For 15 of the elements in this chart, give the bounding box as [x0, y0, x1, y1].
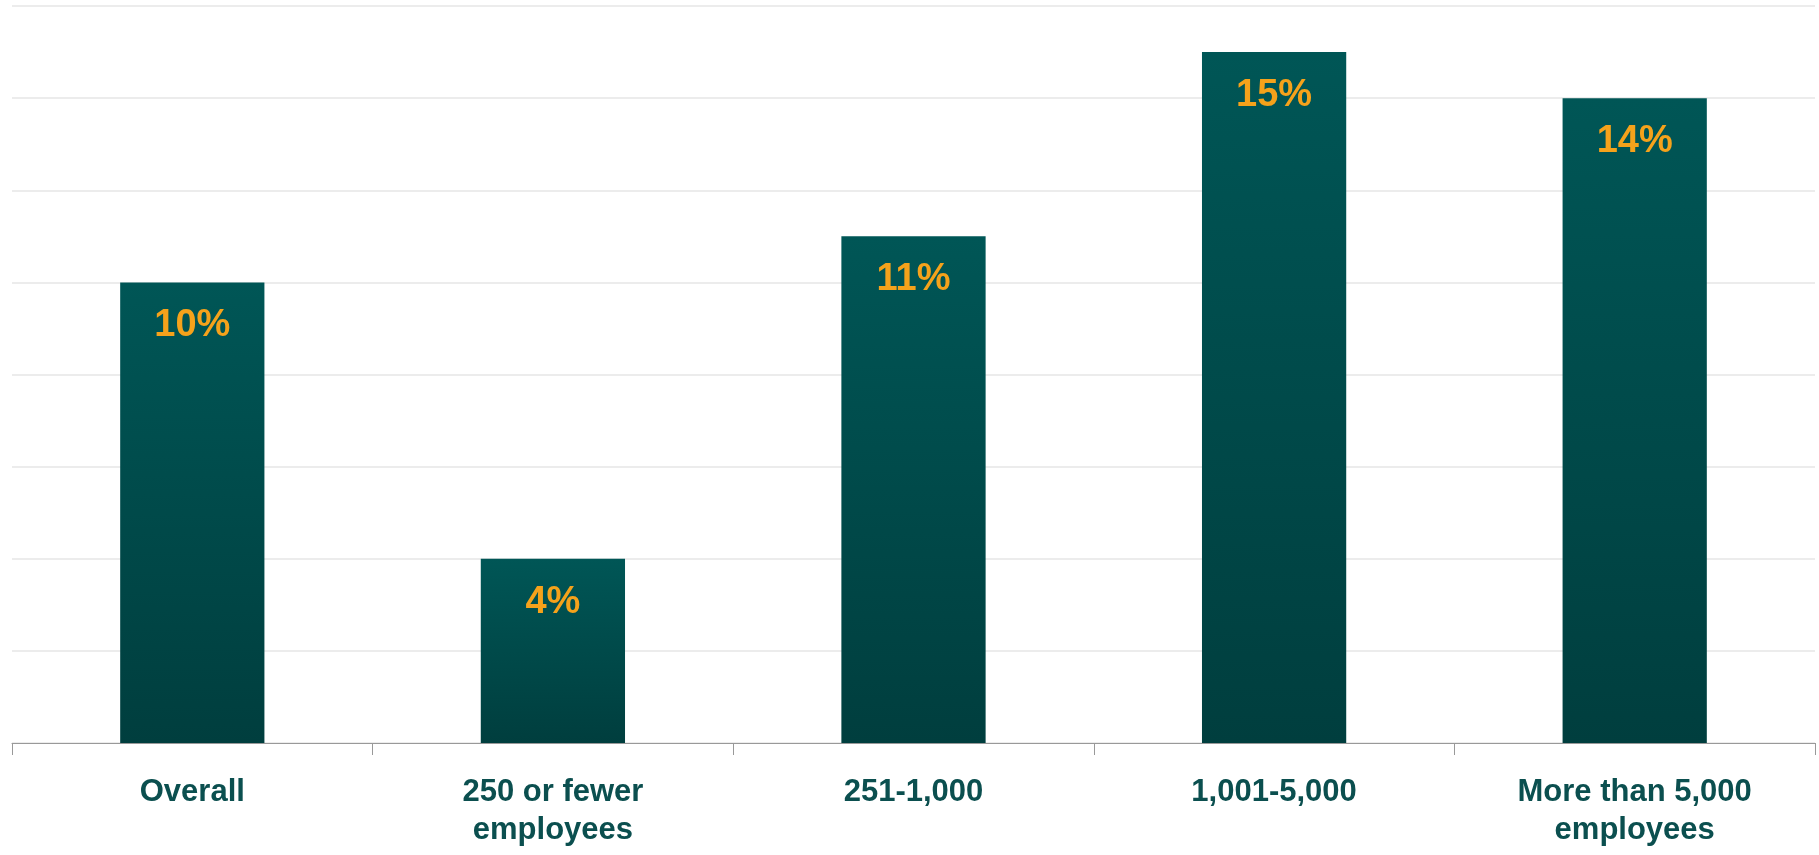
bar: [841, 236, 986, 743]
x-tick-label: 1,001-5,000: [1191, 772, 1357, 808]
data-label: 11%: [876, 256, 951, 299]
bar: [1201, 52, 1347, 743]
data-label: 4%: [525, 578, 581, 621]
data-label: 14%: [1596, 118, 1673, 161]
bar: [480, 558, 626, 743]
x-tick-label: 251-1,000: [843, 772, 984, 808]
bar: [1562, 98, 1707, 743]
bar: [120, 282, 265, 743]
x-tick-label: Overall: [139, 772, 245, 808]
data-label: 15%: [1236, 72, 1313, 115]
data-label: 10%: [154, 302, 231, 345]
x-tick-label: More than 5,000 employees: [1517, 772, 1752, 846]
x-tick-label: 250 or fewer employees: [462, 772, 644, 846]
